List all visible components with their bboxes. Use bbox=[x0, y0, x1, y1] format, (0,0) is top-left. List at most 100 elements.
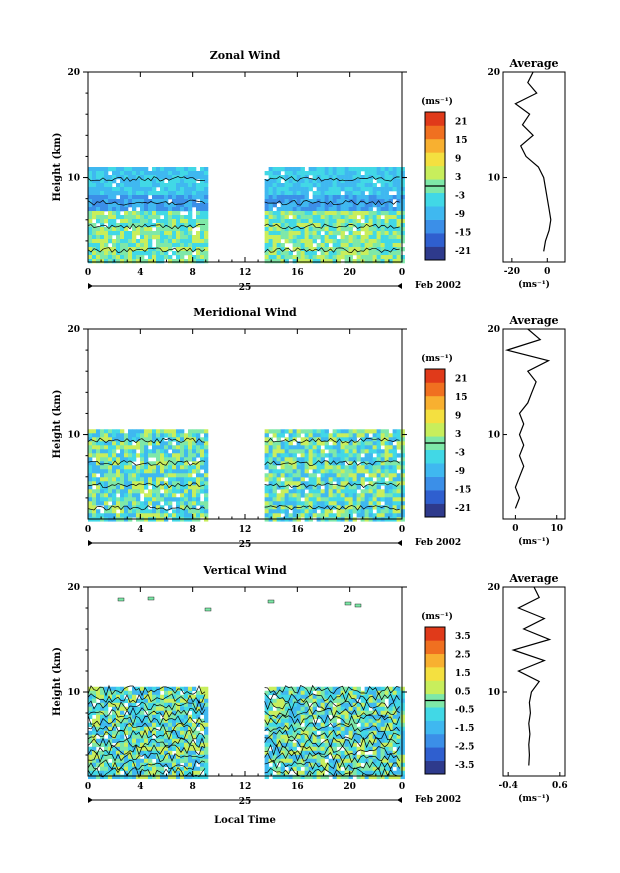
heatmap-cell bbox=[160, 449, 165, 454]
heatmap-cell bbox=[124, 247, 129, 252]
average-y-tick-label: 10 bbox=[487, 174, 500, 184]
heatmap-cell bbox=[272, 215, 277, 220]
heatmap-cell bbox=[124, 195, 129, 200]
heatmap-cell bbox=[204, 433, 209, 438]
heatmap-cell bbox=[284, 465, 289, 470]
heatmap-cell bbox=[384, 255, 389, 260]
contour-line bbox=[264, 223, 400, 230]
heatmap-cell bbox=[288, 722, 293, 728]
heatmap-cell bbox=[388, 485, 393, 490]
heatmap-cell bbox=[320, 167, 325, 172]
heatmap-cell bbox=[296, 473, 301, 478]
heatmap-cell bbox=[140, 694, 145, 700]
heatmap-cell bbox=[168, 481, 173, 486]
heatmap-cell bbox=[164, 758, 169, 764]
heatmap-cell bbox=[400, 441, 405, 446]
heatmap-cell bbox=[312, 199, 317, 204]
heatmap-cell bbox=[88, 509, 93, 514]
heatmap-cell bbox=[348, 501, 353, 506]
heatmap-cell bbox=[176, 746, 181, 752]
heatmap-cell bbox=[124, 187, 129, 192]
heatmap-cell bbox=[308, 235, 313, 240]
heatmap-cell bbox=[288, 690, 293, 696]
heatmap-cell bbox=[380, 509, 385, 514]
heatmap-cell bbox=[204, 722, 209, 728]
heatmap-cell bbox=[380, 243, 385, 248]
heatmap-cell bbox=[396, 722, 401, 728]
heatmap-cell bbox=[280, 690, 285, 696]
heatmap-cell bbox=[200, 694, 205, 700]
heatmap-cell bbox=[188, 247, 193, 252]
heatmap-cell bbox=[284, 239, 289, 244]
heatmap-cell bbox=[180, 706, 185, 712]
heatmap-cell bbox=[316, 461, 321, 466]
heatmap-cell bbox=[280, 774, 285, 780]
heatmap-cell bbox=[364, 497, 369, 502]
heatmap-cell bbox=[384, 714, 389, 720]
heatmap-cell bbox=[132, 251, 137, 256]
heatmap-cell bbox=[396, 179, 401, 184]
heatmap-cell bbox=[152, 473, 157, 478]
heatmap-cell bbox=[328, 437, 333, 442]
heatmap-cell bbox=[396, 433, 401, 438]
heatmap-cell bbox=[180, 758, 185, 764]
heatmap-cell bbox=[388, 433, 393, 438]
heatmap-cell bbox=[372, 195, 377, 200]
heatmap-cell bbox=[184, 215, 189, 220]
date-label: 25 bbox=[239, 797, 252, 807]
heatmap-cell bbox=[180, 497, 185, 502]
heatmap-cell bbox=[332, 195, 337, 200]
heatmap-cell bbox=[308, 481, 313, 486]
heatmap-cell bbox=[356, 686, 361, 692]
heatmap-cell bbox=[372, 445, 377, 450]
heatmap-cell bbox=[308, 742, 313, 748]
heatmap-cell bbox=[204, 758, 209, 764]
heatmap-cell bbox=[268, 239, 273, 244]
heatmap-cell bbox=[112, 714, 117, 720]
heatmap-cell bbox=[340, 513, 345, 518]
heatmap-cell bbox=[104, 750, 109, 756]
heatmap-cell bbox=[348, 199, 353, 204]
heatmap-cell bbox=[196, 509, 201, 514]
contour-line bbox=[264, 700, 400, 711]
heatmap-cell bbox=[376, 469, 381, 474]
heatmap-cell bbox=[200, 167, 205, 172]
heatmap-cell bbox=[116, 175, 121, 180]
heatmap-cell bbox=[360, 497, 365, 502]
heatmap-cell bbox=[380, 722, 385, 728]
heatmap-cell bbox=[172, 251, 177, 256]
heatmap-cell bbox=[188, 231, 193, 236]
heatmap-cell bbox=[88, 231, 93, 236]
heatmap-cell bbox=[320, 730, 325, 736]
heatmap-cell bbox=[336, 215, 341, 220]
heatmap-cell bbox=[148, 259, 153, 264]
heatmap-cell bbox=[328, 766, 333, 772]
heatmap-cell bbox=[388, 199, 393, 204]
heatmap-cell bbox=[396, 746, 401, 752]
heatmap-cell bbox=[324, 710, 329, 716]
heatmap-cell bbox=[264, 750, 269, 756]
y-tick-label: 20 bbox=[67, 68, 80, 78]
heatmap-cell bbox=[96, 199, 101, 204]
heatmap-cell bbox=[372, 758, 377, 764]
heatmap-cell bbox=[288, 231, 293, 236]
heatmap-cell bbox=[96, 231, 101, 236]
heatmap-cell bbox=[380, 211, 385, 216]
heatmap-cell bbox=[200, 259, 205, 264]
heatmap-cell bbox=[372, 219, 377, 224]
heatmap-cell bbox=[332, 239, 337, 244]
heatmap-cell bbox=[148, 497, 153, 502]
heatmap-cell bbox=[96, 259, 101, 264]
heatmap-cell bbox=[356, 774, 361, 780]
heatmap-cell bbox=[352, 469, 357, 474]
heatmap-cell bbox=[188, 167, 193, 172]
heatmap-cell bbox=[284, 698, 289, 704]
heatmap-cell bbox=[164, 457, 169, 462]
contour-line bbox=[87, 460, 206, 466]
heatmap-cell bbox=[288, 255, 293, 260]
heatmap-cell bbox=[108, 722, 113, 728]
heatmap-cell bbox=[356, 183, 361, 188]
heatmap-cell bbox=[292, 746, 297, 752]
heatmap-cell bbox=[292, 231, 297, 236]
heatmap-cell bbox=[296, 770, 301, 776]
